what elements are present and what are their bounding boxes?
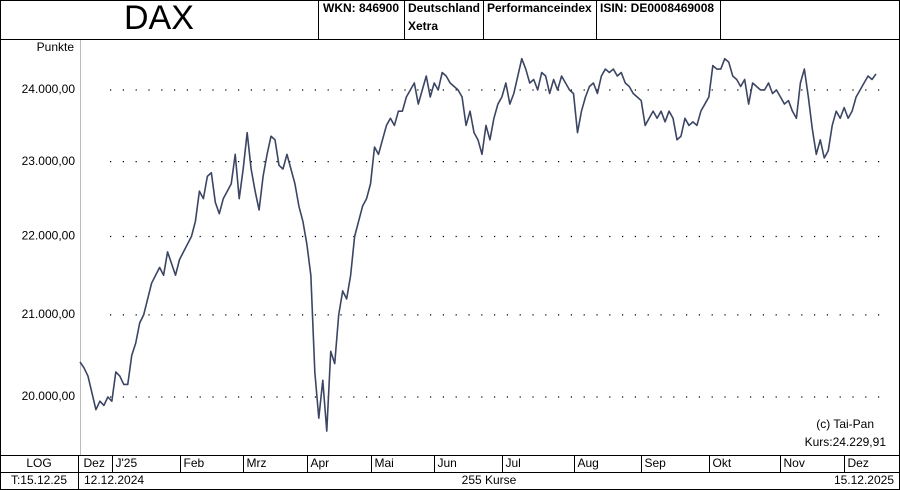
- x-tick-label: Jun: [438, 456, 457, 470]
- exchange: Xetra: [408, 19, 438, 33]
- x-tick-label: J'25: [116, 456, 138, 470]
- x-tick-label: Mrz: [247, 456, 267, 470]
- country: Deutschland: [408, 1, 480, 15]
- copyright: (c) Tai-Pan: [816, 417, 874, 431]
- x-tick-label: Dez: [848, 456, 869, 470]
- x-tick-label: Apr: [311, 456, 330, 470]
- x-tick-label: Dez: [84, 456, 105, 470]
- last-price: Kurs:24.229,91: [805, 435, 887, 449]
- x-tick-label: Nov: [784, 456, 805, 470]
- chart-title: DAX: [124, 0, 194, 37]
- y-tick-label: 22.000,00: [22, 229, 76, 243]
- y-tick-label: 23.000,00: [22, 154, 76, 168]
- x-tick-label: Sep: [645, 456, 667, 470]
- x-tick-label: Mai: [375, 456, 394, 470]
- x-tick-label: Feb: [184, 456, 205, 470]
- count-label: 255 Kurse: [462, 473, 517, 487]
- x-tick-label: Aug: [578, 456, 599, 470]
- start-date: 12.12.2024: [84, 473, 144, 487]
- scale-label: LOG: [26, 456, 51, 470]
- date-label: T:15.12.25: [11, 473, 67, 487]
- x-tick-label: Okt: [713, 456, 732, 470]
- x-tick-label: Jul: [506, 456, 521, 470]
- wkn: WKN: 846900: [323, 1, 399, 15]
- price-line: [79, 57, 877, 432]
- y-tick-label: 21.000,00: [22, 307, 76, 321]
- y-tick-label: 20.000,00: [22, 389, 76, 403]
- y-tick-label: 24.000,00: [22, 82, 76, 96]
- isin: ISIN: DE0008469008: [600, 1, 714, 15]
- index-type: Performanceindex: [487, 1, 592, 15]
- y-axis-label: Punkte: [37, 40, 75, 54]
- end-date: 15.12.2025: [834, 473, 894, 487]
